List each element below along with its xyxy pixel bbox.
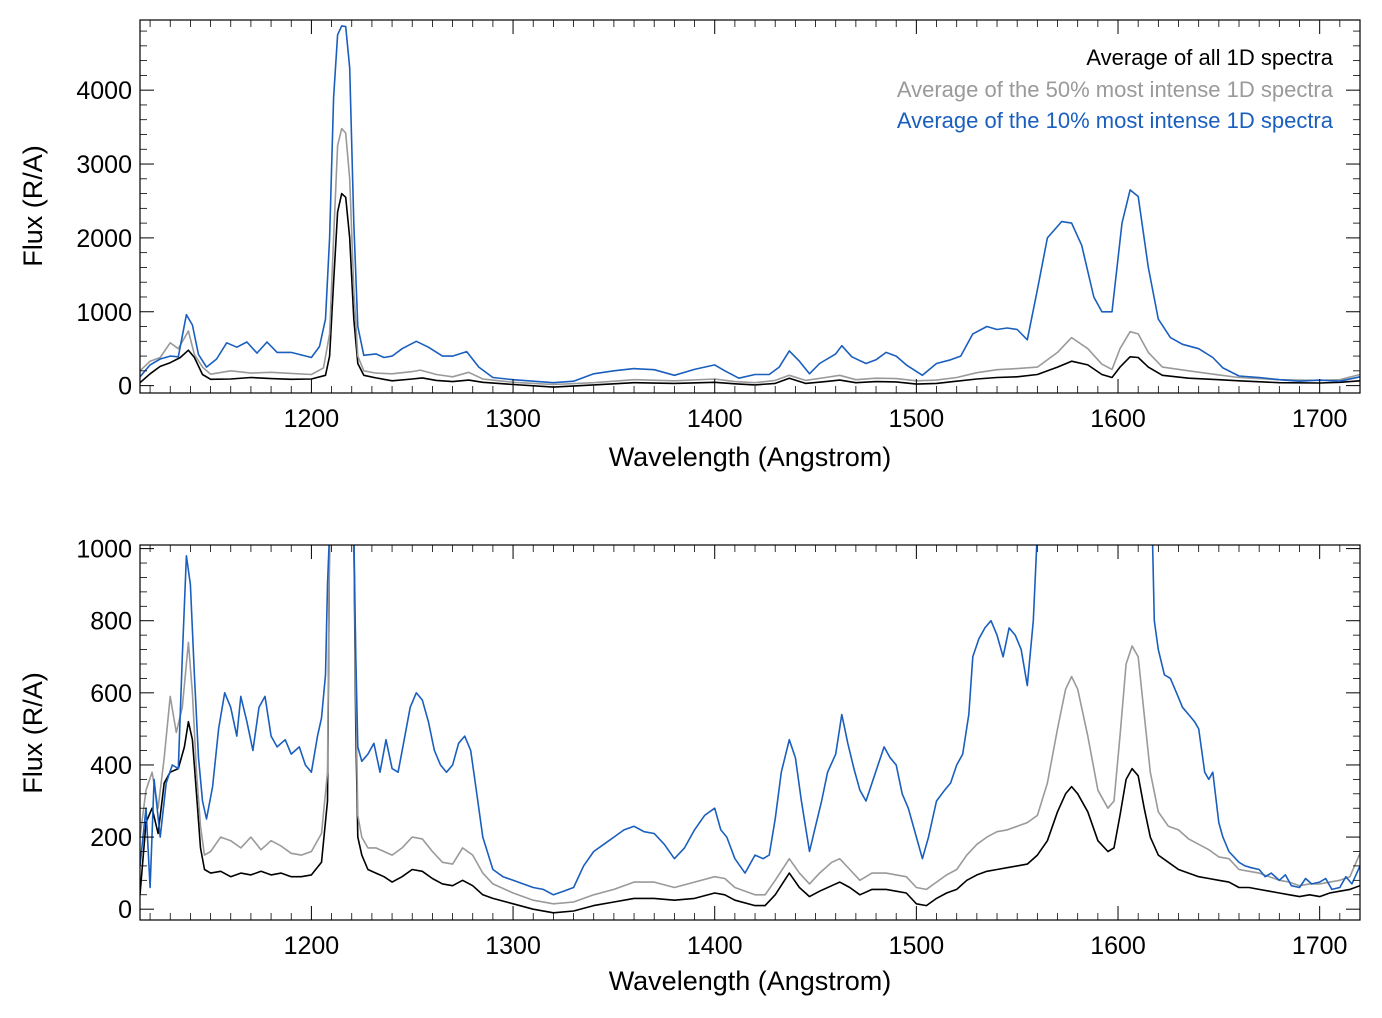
top-ytick-label: 4000 — [76, 77, 132, 105]
bottom-panel-xlabel: Wavelength (Angstrom) — [609, 966, 892, 996]
bottom-panel: 1200 1300 1400 1500 1600 1700 0 200 400 600 800 100… — [18, 536, 1361, 996]
legend-entry-10pct: Average of the 10% most intense 1D spect… — [897, 108, 1334, 133]
legend-entry-all: Average of all 1D spectra — [1086, 45, 1333, 70]
top-panel-series-group — [139, 25, 1361, 388]
top-panel-series-all-spectra — [139, 192, 1361, 388]
bottom-panel-tick-labels: 1200 1300 1400 1500 1600 1700 0 200 400 600 800 100… — [76, 536, 1347, 960]
top-panel-ticks — [140, 20, 1361, 393]
bottom-panel-series-10pct-spectra — [140, 545, 1360, 896]
bottom-ytick-label: 1000 — [76, 536, 132, 564]
top-ytick-label: 2000 — [76, 225, 132, 253]
bottom-panel-ylabel: Flux (R/A) — [18, 672, 48, 794]
top-panel: 1200 1300 1400 1500 1600 1700 0 1000 2000 3000 400… — [18, 19, 1361, 472]
legend: Average of all 1D spectra Average of the… — [897, 45, 1334, 133]
bottom-xtick-label: 1700 — [1292, 932, 1348, 960]
legend-entry-50pct: Average of the 50% most intense 1D spect… — [897, 77, 1334, 102]
top-xtick-label: 1200 — [284, 405, 340, 433]
top-xtick-label: 1700 — [1292, 405, 1348, 433]
bottom-xtick-label: 1200 — [284, 932, 340, 960]
bottom-panel-series-50pct-spectra — [140, 545, 1360, 905]
bottom-ytick-label: 600 — [90, 680, 132, 708]
bottom-panel-series-group — [140, 545, 1360, 914]
top-panel-series-50pct-spectra — [139, 127, 1361, 386]
bottom-xtick-label: 1600 — [1090, 932, 1146, 960]
top-panel-tick-labels: 1200 1300 1400 1500 1600 1700 0 1000 2000 3000 400… — [76, 77, 1347, 433]
bottom-ytick-label: 0 — [118, 896, 132, 924]
top-panel-frame — [139, 19, 1361, 394]
top-xtick-label: 1300 — [485, 405, 541, 433]
top-panel-xlabel: Wavelength (Angstrom) — [609, 442, 892, 472]
bottom-ytick-label: 800 — [90, 608, 132, 636]
top-xtick-label: 1400 — [687, 405, 743, 433]
top-panel-series-10pct-spectra — [139, 25, 1361, 384]
top-ytick-label: 1000 — [76, 299, 132, 327]
top-panel-ylabel: Flux (R/A) — [18, 145, 48, 267]
top-ytick-label: 3000 — [76, 151, 132, 179]
bottom-xtick-label: 1500 — [889, 932, 945, 960]
bottom-ytick-label: 200 — [90, 824, 132, 852]
top-xtick-label: 1600 — [1090, 405, 1146, 433]
top-ytick-label: 0 — [118, 373, 132, 401]
bottom-ytick-label: 400 — [90, 752, 132, 780]
bottom-panel-frame — [139, 544, 1361, 921]
bottom-panel-series-all-spectra — [140, 545, 1360, 914]
bottom-xtick-label: 1400 — [687, 932, 743, 960]
top-xtick-label: 1500 — [889, 405, 945, 433]
bottom-xtick-label: 1300 — [485, 932, 541, 960]
bottom-panel-ticks — [140, 545, 1361, 920]
